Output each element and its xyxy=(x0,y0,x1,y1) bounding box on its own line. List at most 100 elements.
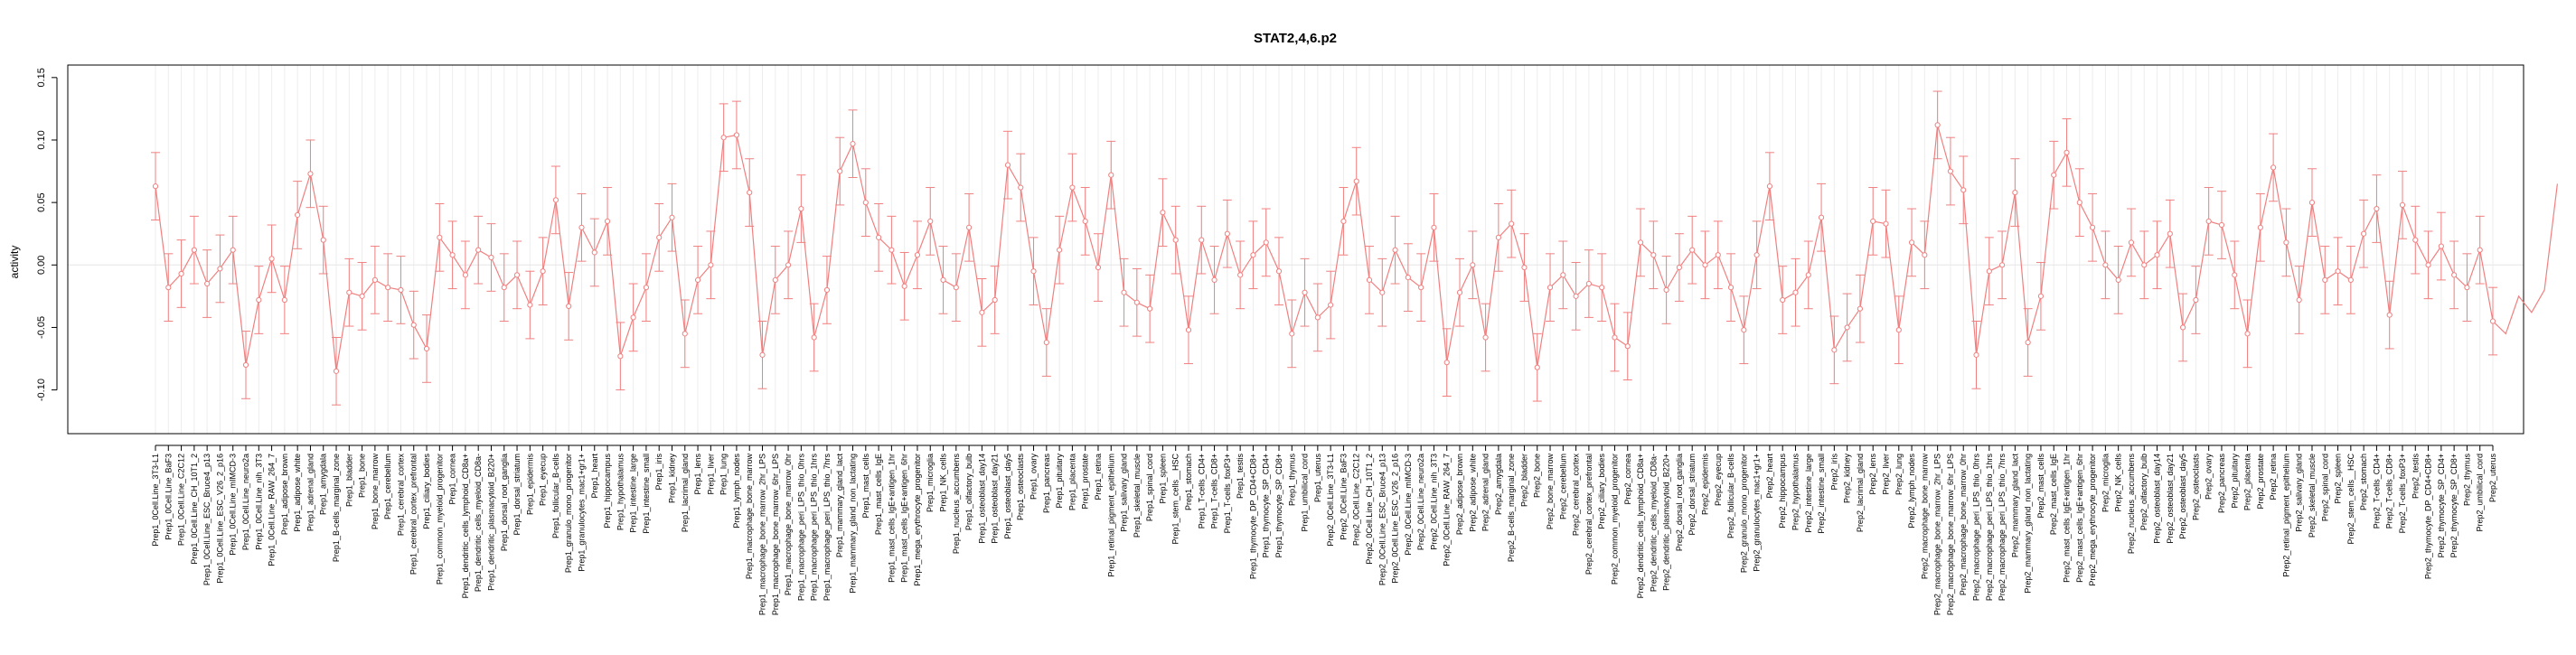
x-tick-label: Prep2_stomach xyxy=(2359,454,2368,510)
data-point xyxy=(669,214,675,220)
data-point xyxy=(1895,327,1902,333)
x-tick-label: Prep1_placenta xyxy=(1067,454,1076,510)
data-point xyxy=(1612,334,1618,341)
x-tick-label: Prep1_0Cell.Line_mIMCD-3 xyxy=(229,454,238,556)
x-tick-label: Prep1_liver xyxy=(706,454,715,495)
x-tick-label: Prep1_intestine_large xyxy=(629,454,638,533)
x-tick-label: Prep2_pituitary xyxy=(2230,454,2239,509)
x-tick-label: Prep1_nucleus_accumbens xyxy=(952,454,961,555)
data-point xyxy=(1043,339,1049,346)
data-point xyxy=(720,135,727,141)
data-point xyxy=(256,296,262,304)
data-point xyxy=(2477,247,2483,253)
x-tick-label: Prep2_intestine_large xyxy=(1804,454,1813,533)
x-tick-label: Prep2_macrophage_bone_marrow xyxy=(1920,454,1929,580)
x-tick-label: Prep1_retina xyxy=(1094,454,1103,501)
x-tick-label: Prep2_T-cells_CD8+ xyxy=(2385,454,2394,529)
x-tick-label: Prep1_amygdala xyxy=(319,454,328,515)
x-tick-label: Prep2_0Cell.Line_3T3-L1 xyxy=(1326,454,1335,547)
x-tick-label: Prep1_stem_cells__HSC xyxy=(1171,453,1180,544)
data-point xyxy=(2270,164,2277,171)
data-point xyxy=(410,322,417,328)
data-point xyxy=(1844,324,1850,331)
x-tick-label: Prep1_uterus xyxy=(1313,454,1322,503)
x-tick-label: Prep2_lung xyxy=(1894,454,1904,495)
data-point xyxy=(1831,347,1838,353)
data-point xyxy=(333,368,340,374)
data-point xyxy=(191,247,197,253)
x-tick-label: Prep1_hypothalamus xyxy=(616,454,625,531)
x-tick-label: Prep2_B-cells_marginal_zone xyxy=(1507,454,1516,562)
x-tick-label: Prep2_granulo_mono_progenitor xyxy=(1739,454,1748,573)
data-point xyxy=(2180,324,2186,331)
x-tick-label: Prep2_amygdala xyxy=(1494,454,1503,515)
x-tick-label: Prep1_dendritic_cells_myeloid_CD8a- xyxy=(474,454,483,592)
data-point xyxy=(1470,262,1476,268)
data-point xyxy=(772,276,778,283)
data-point xyxy=(682,331,688,337)
data-point xyxy=(2193,296,2199,304)
data-point xyxy=(2374,205,2380,212)
x-tick-label: Prep1_hippocampus xyxy=(603,454,612,529)
x-tick-label: Prep1_macrophage_bone_marrow_0hr xyxy=(784,454,793,595)
x-tick-label: Prep1_dendritic_plasmacytoid_B220+ xyxy=(486,454,495,591)
x-tick-label: Prep2_0Cell.Line_BaF3 xyxy=(1339,454,1348,540)
x-tick-label: Prep1_common_myeloid_progenitor xyxy=(435,454,444,585)
data-point xyxy=(1482,334,1489,341)
data-point xyxy=(552,197,559,203)
x-tick-label: Prep1_testis xyxy=(1236,454,1245,500)
x-tick-label: Prep2_granulocytes_mac1+gr1+ xyxy=(1753,454,1762,572)
x-tick-label: Prep2_stem_cells__HSC xyxy=(2346,453,2355,544)
data-point xyxy=(2205,218,2212,224)
data-point xyxy=(1237,272,1244,278)
plot-frame xyxy=(67,64,2524,435)
x-tick-label: Prep2_microglia xyxy=(2101,454,2110,512)
x-tick-label: Prep2_cerebral_cortex xyxy=(1572,454,1581,537)
x-tick-label: Prep2_mammary_gland_lact xyxy=(2010,454,2019,558)
x-tick-label: Prep2_lacrimal_gland xyxy=(1856,454,1865,532)
data-point xyxy=(798,205,804,212)
x-tick-label: Prep1_macrophage_bone_marrow xyxy=(745,454,754,580)
x-tick-label: Prep1_spleen xyxy=(1158,454,1167,504)
data-point xyxy=(1908,239,1915,246)
data-point xyxy=(1057,247,1063,253)
data-point xyxy=(1676,264,1683,271)
data-point xyxy=(1340,218,1347,224)
data-point xyxy=(1509,220,1515,227)
data-point xyxy=(888,247,895,253)
data-point xyxy=(1328,302,1334,308)
x-tick-label: Prep2_ciliary_bodies xyxy=(1597,454,1606,529)
x-tick-label: Prep1_granulo_mono_progenitor xyxy=(564,454,573,573)
data-point xyxy=(875,234,882,240)
data-point xyxy=(837,168,843,174)
data-point xyxy=(371,276,378,283)
x-tick-label: Prep2_iris xyxy=(1829,454,1838,491)
data-point xyxy=(1883,220,1889,227)
data-point xyxy=(2154,252,2160,258)
x-tick-label: Prep2_macrophage_peri_LPS_thio_0hrs xyxy=(1972,454,1981,602)
data-point xyxy=(230,247,236,253)
x-tick-label: Prep1_mega_erythrocyte_progenitor xyxy=(913,454,922,586)
x-tick-label: Prep2_bone xyxy=(1533,454,1542,498)
data-point xyxy=(1392,247,1398,253)
data-point xyxy=(527,302,533,308)
x-tick-label: Prep2_adrenal_gland xyxy=(1481,454,1490,531)
x-tick-label: Prep1_mast_cells_IgE+antigen_1hr xyxy=(887,454,896,583)
x-tick-label: Prep1_0Cell.Line_ESC_Bruce4_p13 xyxy=(202,454,212,585)
data-point xyxy=(1934,122,1941,128)
x-tick-label: Prep1_0Cell.Line_3T3-L1 xyxy=(151,454,160,547)
x-tick-label: Prep2_thymus xyxy=(2462,454,2471,507)
data-point xyxy=(1082,218,1088,224)
data-point xyxy=(2257,224,2263,230)
x-tick-label: Prep2_thymocyte_SP_CD8+ xyxy=(2449,454,2458,557)
x-tick-label: Prep2_0Cell.Line_mIMCD-3 xyxy=(1404,454,1413,556)
data-point xyxy=(1973,351,1979,358)
data-point xyxy=(1030,268,1037,275)
x-tick-label: Prep1_intestine_small xyxy=(642,454,651,534)
data-point xyxy=(1624,343,1631,350)
data-point xyxy=(1108,172,1114,178)
x-tick-label: Prep1_prostate xyxy=(1081,454,1090,510)
x-tick-label: Prep2_mast_cells xyxy=(2036,454,2045,519)
data-point xyxy=(1133,299,1140,305)
